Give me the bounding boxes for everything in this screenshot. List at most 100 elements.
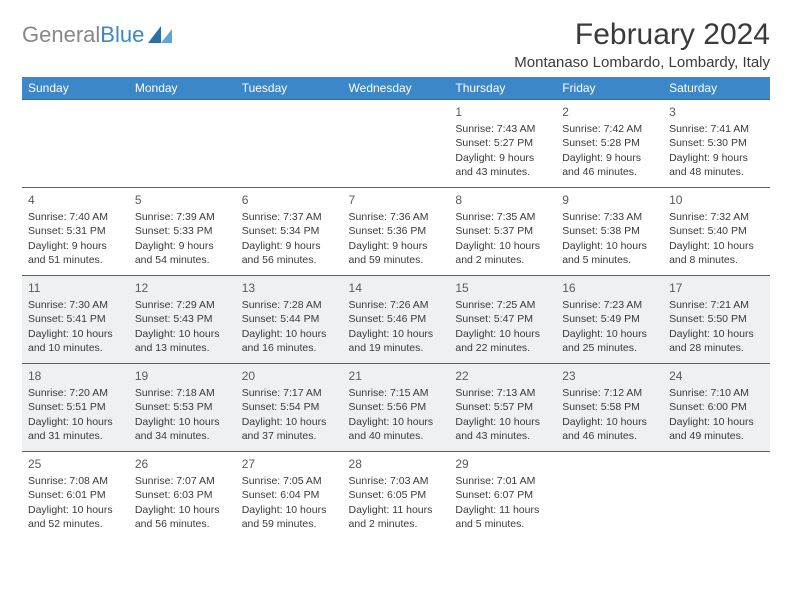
day-info-line: Sunrise: 7:13 AM xyxy=(455,386,550,400)
day-info-line: and 46 minutes. xyxy=(562,429,657,443)
day-info-line: and 25 minutes. xyxy=(562,341,657,355)
day-number: 10 xyxy=(669,192,764,208)
calendar-day-cell: 18Sunrise: 7:20 AMSunset: 5:51 PMDayligh… xyxy=(22,364,129,452)
day-info-line: and 54 minutes. xyxy=(135,253,230,267)
calendar-day-cell: 2Sunrise: 7:42 AMSunset: 5:28 PMDaylight… xyxy=(556,100,663,188)
calendar-day-cell: 22Sunrise: 7:13 AMSunset: 5:57 PMDayligh… xyxy=(449,364,556,452)
day-info-line: Sunset: 5:44 PM xyxy=(242,312,337,326)
calendar-table: SundayMondayTuesdayWednesdayThursdayFrid… xyxy=(22,77,770,540)
header: GeneralBlue February 2024 Montanaso Lomb… xyxy=(22,18,770,71)
calendar-week-row: 1Sunrise: 7:43 AMSunset: 5:27 PMDaylight… xyxy=(22,100,770,188)
day-info-line: and 34 minutes. xyxy=(135,429,230,443)
day-info-line: Sunrise: 7:03 AM xyxy=(349,474,444,488)
day-header: Saturday xyxy=(663,77,770,100)
day-header: Wednesday xyxy=(343,77,450,100)
calendar-empty-cell xyxy=(343,100,450,188)
day-info-line: Sunrise: 7:07 AM xyxy=(135,474,230,488)
day-header: Tuesday xyxy=(236,77,343,100)
day-info-line: and 31 minutes. xyxy=(28,429,123,443)
day-info-line: Sunset: 5:40 PM xyxy=(669,224,764,238)
calendar-day-cell: 1Sunrise: 7:43 AMSunset: 5:27 PMDaylight… xyxy=(449,100,556,188)
calendar-day-cell: 20Sunrise: 7:17 AMSunset: 5:54 PMDayligh… xyxy=(236,364,343,452)
day-info-line: Daylight: 9 hours xyxy=(455,151,550,165)
day-info-line: Daylight: 9 hours xyxy=(669,151,764,165)
day-number: 12 xyxy=(135,280,230,296)
day-number: 6 xyxy=(242,192,337,208)
calendar-day-cell: 25Sunrise: 7:08 AMSunset: 6:01 PMDayligh… xyxy=(22,452,129,540)
day-number: 28 xyxy=(349,456,444,472)
day-info-line: and 59 minutes. xyxy=(242,517,337,531)
day-info-line: Sunrise: 7:17 AM xyxy=(242,386,337,400)
day-info-line: and 49 minutes. xyxy=(669,429,764,443)
day-info-line: Daylight: 10 hours xyxy=(242,415,337,429)
day-info-line: and 2 minutes. xyxy=(455,253,550,267)
calendar-day-cell: 10Sunrise: 7:32 AMSunset: 5:40 PMDayligh… xyxy=(663,188,770,276)
day-info-line: and 5 minutes. xyxy=(562,253,657,267)
day-info-line: Sunrise: 7:32 AM xyxy=(669,210,764,224)
day-info-line: Daylight: 10 hours xyxy=(135,503,230,517)
day-info-line: Sunrise: 7:08 AM xyxy=(28,474,123,488)
day-info-line: Sunset: 6:05 PM xyxy=(349,488,444,502)
day-info-line: Sunrise: 7:01 AM xyxy=(455,474,550,488)
day-info-line: and 16 minutes. xyxy=(242,341,337,355)
day-info-line: Sunset: 6:07 PM xyxy=(455,488,550,502)
day-number: 4 xyxy=(28,192,123,208)
day-info-line: Sunrise: 7:29 AM xyxy=(135,298,230,312)
day-info-line: Daylight: 10 hours xyxy=(669,327,764,341)
calendar-week-row: 18Sunrise: 7:20 AMSunset: 5:51 PMDayligh… xyxy=(22,364,770,452)
calendar-day-cell: 4Sunrise: 7:40 AMSunset: 5:31 PMDaylight… xyxy=(22,188,129,276)
day-info-line: Sunrise: 7:20 AM xyxy=(28,386,123,400)
day-info-line: Daylight: 10 hours xyxy=(562,239,657,253)
day-info-line: Sunset: 5:28 PM xyxy=(562,136,657,150)
calendar-empty-cell xyxy=(663,452,770,540)
day-info-line: Daylight: 10 hours xyxy=(349,327,444,341)
day-header: Thursday xyxy=(449,77,556,100)
day-info-line: Daylight: 10 hours xyxy=(242,327,337,341)
day-number: 29 xyxy=(455,456,550,472)
day-info-line: Sunset: 5:58 PM xyxy=(562,400,657,414)
day-info-line: Sunset: 6:03 PM xyxy=(135,488,230,502)
day-info-line: and 8 minutes. xyxy=(669,253,764,267)
day-info-line: and 46 minutes. xyxy=(562,165,657,179)
day-info-line: Sunrise: 7:12 AM xyxy=(562,386,657,400)
day-info-line: Sunrise: 7:21 AM xyxy=(669,298,764,312)
day-info-line: Sunset: 5:34 PM xyxy=(242,224,337,238)
day-info-line: Daylight: 10 hours xyxy=(135,327,230,341)
day-info-line: Sunset: 5:37 PM xyxy=(455,224,550,238)
day-info-line: Sunrise: 7:10 AM xyxy=(669,386,764,400)
calendar-empty-cell xyxy=(556,452,663,540)
day-number: 23 xyxy=(562,368,657,384)
day-info-line: Sunrise: 7:35 AM xyxy=(455,210,550,224)
day-info-line: Sunset: 5:49 PM xyxy=(562,312,657,326)
day-info-line: Sunset: 5:43 PM xyxy=(135,312,230,326)
day-info-line: Sunset: 5:50 PM xyxy=(669,312,764,326)
day-info-line: Daylight: 10 hours xyxy=(28,503,123,517)
day-info-line: and 22 minutes. xyxy=(455,341,550,355)
day-number: 14 xyxy=(349,280,444,296)
day-number: 21 xyxy=(349,368,444,384)
calendar-day-cell: 7Sunrise: 7:36 AMSunset: 5:36 PMDaylight… xyxy=(343,188,450,276)
calendar-day-cell: 15Sunrise: 7:25 AMSunset: 5:47 PMDayligh… xyxy=(449,276,556,364)
day-info-line: Daylight: 10 hours xyxy=(669,415,764,429)
day-info-line: Sunrise: 7:43 AM xyxy=(455,122,550,136)
calendar-week-row: 25Sunrise: 7:08 AMSunset: 6:01 PMDayligh… xyxy=(22,452,770,540)
logo-text: GeneralBlue xyxy=(22,22,144,48)
calendar-week-row: 4Sunrise: 7:40 AMSunset: 5:31 PMDaylight… xyxy=(22,188,770,276)
day-info-line: Sunrise: 7:37 AM xyxy=(242,210,337,224)
day-info-line: Daylight: 10 hours xyxy=(135,415,230,429)
day-info-line: Sunrise: 7:15 AM xyxy=(349,386,444,400)
day-info-line: Sunset: 5:51 PM xyxy=(28,400,123,414)
day-info-line: Daylight: 9 hours xyxy=(562,151,657,165)
calendar-day-cell: 21Sunrise: 7:15 AMSunset: 5:56 PMDayligh… xyxy=(343,364,450,452)
calendar-day-cell: 17Sunrise: 7:21 AMSunset: 5:50 PMDayligh… xyxy=(663,276,770,364)
day-info-line: Sunset: 6:04 PM xyxy=(242,488,337,502)
day-number: 26 xyxy=(135,456,230,472)
day-info-line: and 5 minutes. xyxy=(455,517,550,531)
day-info-line: Sunrise: 7:40 AM xyxy=(28,210,123,224)
day-number: 16 xyxy=(562,280,657,296)
day-info-line: Daylight: 10 hours xyxy=(455,327,550,341)
day-number: 19 xyxy=(135,368,230,384)
calendar-empty-cell xyxy=(236,100,343,188)
day-number: 5 xyxy=(135,192,230,208)
day-info-line: and 2 minutes. xyxy=(349,517,444,531)
